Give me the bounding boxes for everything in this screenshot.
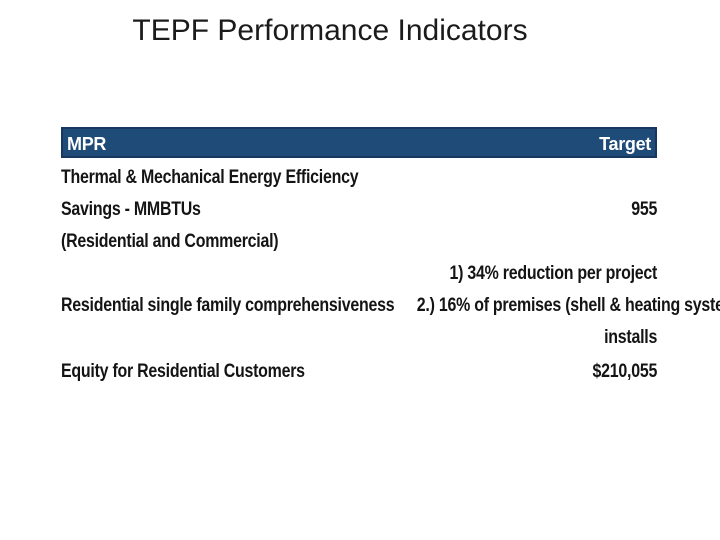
target-cell-line: installs xyxy=(603,327,657,348)
target-cell-value: $210,055 xyxy=(592,361,657,382)
target-cell-value: 955 xyxy=(631,199,657,220)
mpr-cell-line: Savings - MMBTUs xyxy=(61,199,201,220)
mpr-cell-line: (Residential and Commercial) xyxy=(61,231,279,252)
target-cell-line: 2.) 16% of premises (shell & heating sys… xyxy=(416,295,720,316)
mpr-cell-thermal-savings: Thermal & Mechanical Energy Efficiency S… xyxy=(61,162,371,258)
target-cell-equity: $210,055 xyxy=(371,354,657,390)
table-row: Residential single family comprehensiven… xyxy=(61,258,720,354)
table-body: Thermal & Mechanical Energy Efficiency S… xyxy=(61,158,720,390)
target-cell-comprehensiveness: 1) 34% reduction per project 2.) 16% of … xyxy=(371,258,720,354)
mpr-cell-comprehensiveness: Residential single family comprehensiven… xyxy=(61,258,395,354)
mpr-cell-line: Residential single family comprehensiven… xyxy=(61,295,395,316)
mpr-cell-line: Thermal & Mechanical Energy Efficiency xyxy=(61,167,359,188)
performance-indicators-table: MPR Target Thermal & Mechanical Energy E… xyxy=(61,127,720,390)
column-header-mpr: MPR xyxy=(67,134,107,154)
mpr-cell-equity: Equity for Residential Customers xyxy=(61,354,371,390)
target-cell-thermal-savings: 955 xyxy=(371,162,657,258)
table-row: Thermal & Mechanical Energy Efficiency S… xyxy=(61,162,657,258)
target-cell-line: 1) 34% reduction per project xyxy=(449,263,657,284)
table-header-row: MPR Target xyxy=(61,127,657,158)
page-title: TEPF Performance Indicators xyxy=(132,14,528,47)
column-header-target: Target xyxy=(599,134,651,154)
table-row: Equity for Residential Customers $210,05… xyxy=(61,354,657,390)
mpr-cell-line: Equity for Residential Customers xyxy=(61,361,305,382)
